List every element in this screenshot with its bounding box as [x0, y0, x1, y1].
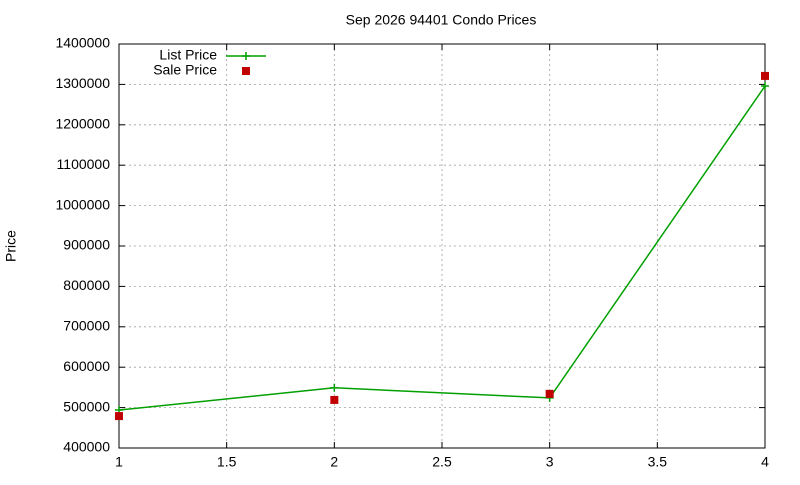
point [761, 82, 769, 91]
x-tick-label: 2.5 [432, 454, 452, 470]
y-tick-label: 1200000 [55, 116, 110, 132]
y-tick-label: 1400000 [55, 35, 110, 51]
x-tick-label: 1 [115, 454, 123, 470]
point [545, 389, 554, 398]
y-axis-label: Price [3, 230, 19, 262]
legend-label: List Price [159, 47, 217, 63]
y-tick-label: 1300000 [55, 75, 110, 91]
y-tick-label: 600000 [63, 358, 110, 374]
chart-title: Sep 2026 94401 Condo Prices [346, 12, 537, 28]
y-tick-label: 1000000 [55, 196, 110, 212]
legend-marker [242, 52, 250, 60]
legend-label: Sale Price [153, 62, 217, 78]
x-tick-label: 3 [546, 454, 554, 470]
point [761, 71, 769, 80]
y-tick-label: 400000 [63, 439, 110, 455]
point [330, 395, 339, 404]
x-tick-label: 2 [330, 454, 338, 470]
point [330, 383, 339, 392]
legend-marker [242, 67, 250, 75]
series-line [118, 85, 766, 411]
plot-border [118, 43, 766, 449]
y-tick-label: 1100000 [57, 156, 111, 172]
x-tick-label: 3.5 [648, 454, 668, 470]
x-tick-label: 4 [761, 454, 769, 470]
point [115, 412, 123, 421]
y-tick-label: 900000 [63, 237, 110, 253]
x-tick-label: 1.5 [217, 454, 237, 470]
y-tick-label: 700000 [63, 318, 110, 334]
y-tick-label: 500000 [63, 398, 110, 414]
y-tick-label: 800000 [63, 277, 110, 293]
